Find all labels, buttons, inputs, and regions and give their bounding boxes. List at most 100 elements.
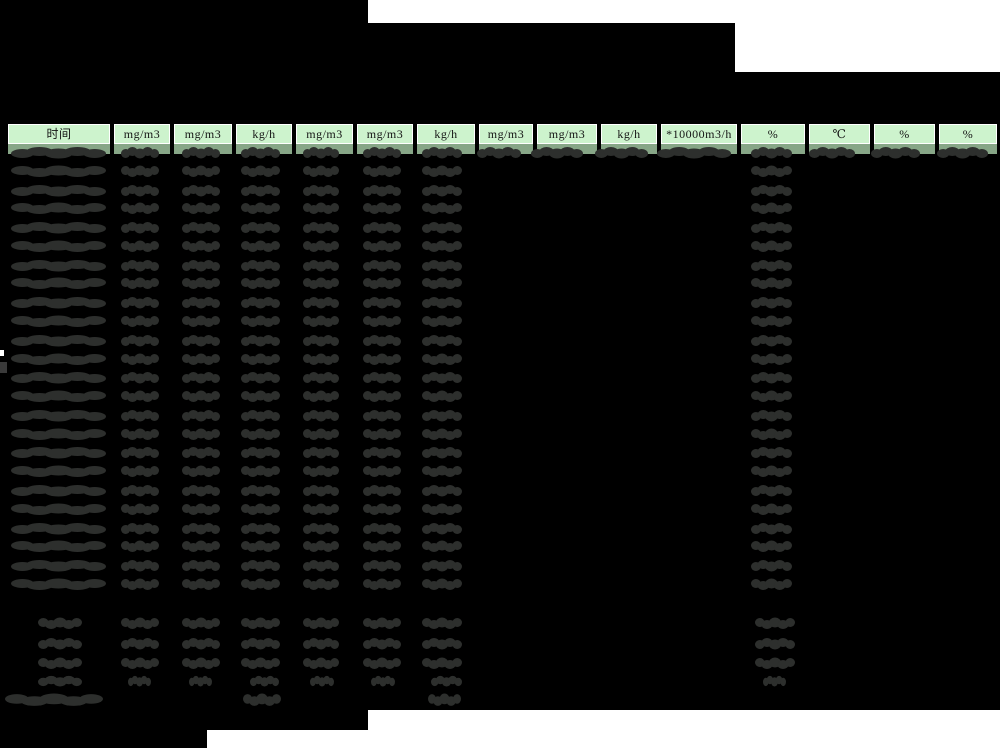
redacted-value [422, 523, 462, 535]
redacted-value [751, 297, 792, 309]
redacted-value [182, 465, 220, 477]
redacted-value [121, 617, 159, 629]
redacted-value [303, 277, 339, 289]
redacted-value [121, 240, 159, 252]
redacted-timestamp [11, 560, 106, 572]
redacted-value [182, 410, 220, 422]
redacted-value [422, 560, 462, 572]
redacted-footer-step-block [0, 710, 368, 730]
redacted-value [363, 390, 401, 402]
redacted-value [751, 277, 792, 289]
redacted-value [182, 147, 220, 159]
redacted-value [243, 693, 281, 706]
redacted-value [363, 165, 401, 177]
redacted-timestamp [11, 353, 106, 365]
redacted-value [310, 675, 334, 687]
redacted-value [121, 185, 159, 197]
redacted-value [363, 222, 401, 234]
redacted-value [755, 657, 795, 669]
column-header-cell: % [874, 124, 935, 144]
edge-artifact [0, 350, 4, 356]
redacted-timestamp [11, 447, 106, 459]
column-header-cell: *10000m3/h [661, 124, 737, 144]
redacted-value [422, 657, 462, 669]
redacted-value [303, 353, 339, 365]
redacted-value [363, 617, 401, 629]
redacted-value [241, 560, 280, 572]
redacted-timestamp [11, 202, 106, 214]
redacted-value [241, 390, 280, 402]
redacted-value [422, 372, 462, 384]
redacted-value [755, 638, 795, 650]
redacted-value [121, 390, 159, 402]
redacted-value [303, 523, 339, 535]
redacted-timestamp [11, 485, 106, 497]
redacted-value [241, 617, 280, 629]
redacted-value [241, 540, 280, 552]
redacted-value [241, 372, 280, 384]
redacted-value [428, 693, 461, 706]
redacted-timestamp [11, 147, 106, 159]
redacted-value [303, 297, 339, 309]
redacted-value [182, 202, 220, 214]
redacted-value [241, 353, 280, 365]
redacted-value [303, 335, 339, 347]
redacted-row-label [38, 675, 82, 687]
redacted-value [121, 465, 159, 477]
redacted-value [303, 578, 339, 590]
redacted-value [241, 277, 280, 289]
redacted-value [241, 202, 280, 214]
redacted-value [657, 147, 731, 159]
redacted-value [363, 540, 401, 552]
redacted-value [363, 335, 401, 347]
redacted-value [121, 353, 159, 365]
redacted-value [303, 165, 339, 177]
redacted-value [121, 657, 159, 669]
redacted-value [363, 202, 401, 214]
redacted-value [121, 202, 159, 214]
redacted-value [422, 297, 462, 309]
redacted-value [363, 428, 401, 440]
redacted-value [121, 638, 159, 650]
redacted-timestamp [11, 372, 106, 384]
first-row-tint-band [661, 144, 737, 154]
redacted-value [303, 240, 339, 252]
redacted-value [422, 390, 462, 402]
redacted-value [477, 147, 521, 159]
redacted-row-label [38, 617, 82, 629]
redacted-timestamp [11, 240, 106, 252]
redacted-value [241, 185, 280, 197]
redacted-value [363, 315, 401, 327]
redacted-value [363, 523, 401, 535]
redacted-value [182, 447, 220, 459]
redacted-row-label [38, 638, 82, 650]
redacted-value [182, 315, 220, 327]
redacted-value [121, 485, 159, 497]
redacted-value [422, 315, 462, 327]
redacted-value [182, 297, 220, 309]
redacted-value [241, 503, 280, 515]
redacted-value [751, 560, 792, 572]
redacted-value [363, 277, 401, 289]
redacted-value [303, 185, 339, 197]
column-header-cell: mg/m3 [537, 124, 597, 144]
column-header-cell: kg/h [417, 124, 475, 144]
redacted-value [431, 675, 462, 687]
redacted-value [303, 147, 339, 159]
column-header-cell: % [939, 124, 997, 144]
redacted-value [182, 485, 220, 497]
redacted-value [751, 335, 792, 347]
redacted-value [182, 638, 220, 650]
redacted-value [363, 657, 401, 669]
redacted-value [128, 675, 151, 687]
redacted-value [751, 202, 792, 214]
redacted-value [363, 560, 401, 572]
redacted-value [751, 578, 792, 590]
redacted-value [182, 657, 220, 669]
redacted-value [303, 617, 339, 629]
redacted-value [422, 240, 462, 252]
redacted-value [751, 428, 792, 440]
redacted-value [751, 447, 792, 459]
redacted-value [751, 240, 792, 252]
